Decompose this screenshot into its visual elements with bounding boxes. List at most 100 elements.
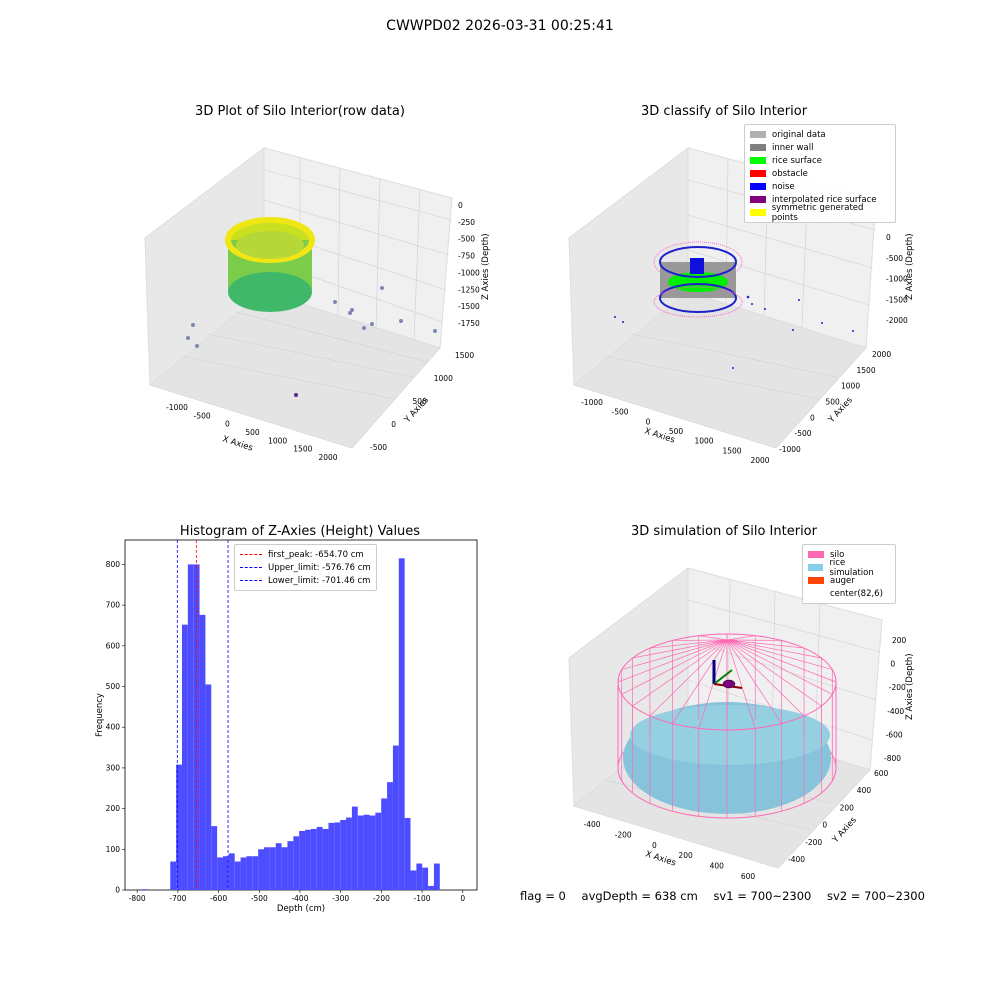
histogram-y-tick: 500 (106, 682, 121, 691)
raw-silo-bottom (228, 272, 312, 312)
histogram-bar (363, 814, 370, 890)
histogram-bar (328, 822, 335, 890)
histogram-bar (293, 836, 300, 890)
raw-y-tick: 1000 (434, 374, 453, 383)
simulation-x-tick: -200 (615, 830, 632, 839)
raw-silo-inner (236, 231, 304, 259)
classify-x-tick: 1000 (694, 437, 713, 446)
legend-entry: noise (750, 180, 890, 193)
histogram-x-tick: 0 (460, 894, 465, 903)
histogram-x-tick: -400 (291, 894, 308, 903)
legend-entry: inner wall (750, 141, 890, 154)
classify-y-tick: -1000 (779, 445, 801, 454)
simulation-ylabel: Y Axies (830, 815, 859, 846)
raw-z-tick: 0 (458, 201, 463, 210)
raw-z-tick: -500 (458, 235, 475, 244)
histogram-bar (176, 764, 182, 890)
silo-roof-line (649, 639, 728, 649)
legend-label: obstacle (772, 168, 808, 179)
histogram-title: Histogram of Z-Axies (Height) Values (179, 524, 421, 539)
legend-label: symmetric generated points (771, 202, 864, 223)
histogram-bar (252, 856, 259, 890)
classify-y-tick: 500 (826, 398, 841, 407)
histogram-bar (340, 820, 347, 890)
histogram-bar (422, 867, 429, 890)
legend-entry: original data (750, 128, 890, 141)
classify-z-tick: 0 (886, 233, 891, 242)
histogram-panel: -800 -700 -600 -500 -400 -300 -200 -100 0 0 100 20… (95, 539, 478, 914)
legend-entry: interpolated rice surface (750, 193, 890, 206)
raw-z-tick: -1250 (458, 285, 480, 294)
histogram-bar (222, 856, 229, 890)
histogram-y-tick: 100 (106, 845, 121, 854)
histogram-bar (310, 828, 317, 890)
histogram-xlabel: Depth (cm) (277, 904, 325, 914)
classify-x-tick: 2000 (750, 456, 769, 465)
histogram-bar (369, 815, 376, 890)
histogram-bar (299, 830, 306, 890)
simulation-legend: silo rice simulation auger center(82,6) (802, 544, 896, 604)
legend-label: rice simulation (829, 557, 874, 578)
histogram-bar (287, 841, 294, 890)
legend-entry: center(82,6) (808, 587, 890, 600)
histogram-bar (392, 745, 399, 890)
sim-auger-marker (712, 660, 743, 689)
histogram-x-tick: -100 (414, 894, 431, 903)
raw-z-tick: -1000 (458, 268, 480, 277)
histogram-bar (334, 822, 341, 890)
legend-entry: first_peak: -654.70 cm (240, 548, 371, 561)
silo-roof-line (726, 639, 756, 729)
histogram-bar (428, 885, 434, 890)
classify-x-tick: 500 (669, 427, 684, 436)
raw-zlabel: Z Axies (Depth) (481, 233, 491, 300)
silo-roof-line (726, 639, 805, 649)
legend-line-swatch (240, 580, 262, 581)
classify-x-tick: 0 (646, 417, 651, 426)
legend-swatch (808, 551, 824, 558)
silo-roof-line (726, 639, 805, 717)
raw-floor-pane (148, 291, 441, 449)
classify-zlabel: Z Axies (Depth) (905, 233, 915, 300)
simulation-z-tick: -200 (889, 683, 906, 692)
legend-label: first_peak: -654.70 cm (268, 549, 364, 560)
histogram-bar (205, 684, 212, 890)
raw-x-tick: 0 (225, 420, 230, 429)
simulation-z-tick: -400 (887, 707, 904, 716)
classify-x-tick: -500 (611, 408, 628, 417)
raw-z-tick: -750 (458, 252, 475, 261)
histogram-bar (199, 614, 206, 890)
silo-roof-line (726, 639, 782, 724)
legend-swatch (750, 157, 766, 164)
raw-x-tick: 1000 (268, 436, 287, 445)
histogram-bar (416, 863, 423, 890)
histogram-bar (170, 861, 177, 890)
simulation-x-tick: 600 (741, 872, 756, 881)
histogram-bar (398, 558, 405, 890)
simulation-z-tick: -600 (886, 730, 903, 739)
raw-y-tick: 0 (391, 420, 396, 429)
simulation-x-tick: 400 (710, 862, 725, 871)
classify-y-tick: 0 (810, 413, 815, 422)
legend-label: Upper_limit: -576.76 cm (268, 562, 371, 573)
raw-x-tick: 1500 (293, 445, 312, 454)
histogram-x-tick: -800 (129, 894, 146, 903)
histogram-bar (410, 870, 417, 890)
silo-roof-line (632, 639, 728, 659)
classify-z-tick: -1000 (886, 275, 908, 284)
raw-panel-title: 3D Plot of Silo Interior(row data) (195, 104, 405, 119)
simulation-y-tick: 200 (840, 803, 855, 812)
status-line: flag = 0 avgDepth = 638 cm sv1 = 700~230… (520, 889, 937, 903)
simulation-z-tick: 0 (890, 660, 895, 669)
legend-entry: auger (808, 574, 890, 587)
simulation-3d-panel: -400-2000200400600-400-20002004006002000… (568, 566, 915, 881)
legend-label: original data (772, 129, 826, 140)
simulation-x-tick: -400 (583, 820, 600, 829)
classify-x-tick: 1500 (722, 446, 741, 455)
raw-y-tick: -500 (370, 443, 387, 452)
legend-swatch (808, 577, 824, 584)
legend-swatch (808, 590, 824, 597)
histogram-bar (316, 826, 323, 890)
histogram-y-tick: 800 (106, 560, 121, 569)
classify-z-tick: -2000 (886, 316, 908, 325)
histogram-x-tick: -500 (251, 894, 268, 903)
